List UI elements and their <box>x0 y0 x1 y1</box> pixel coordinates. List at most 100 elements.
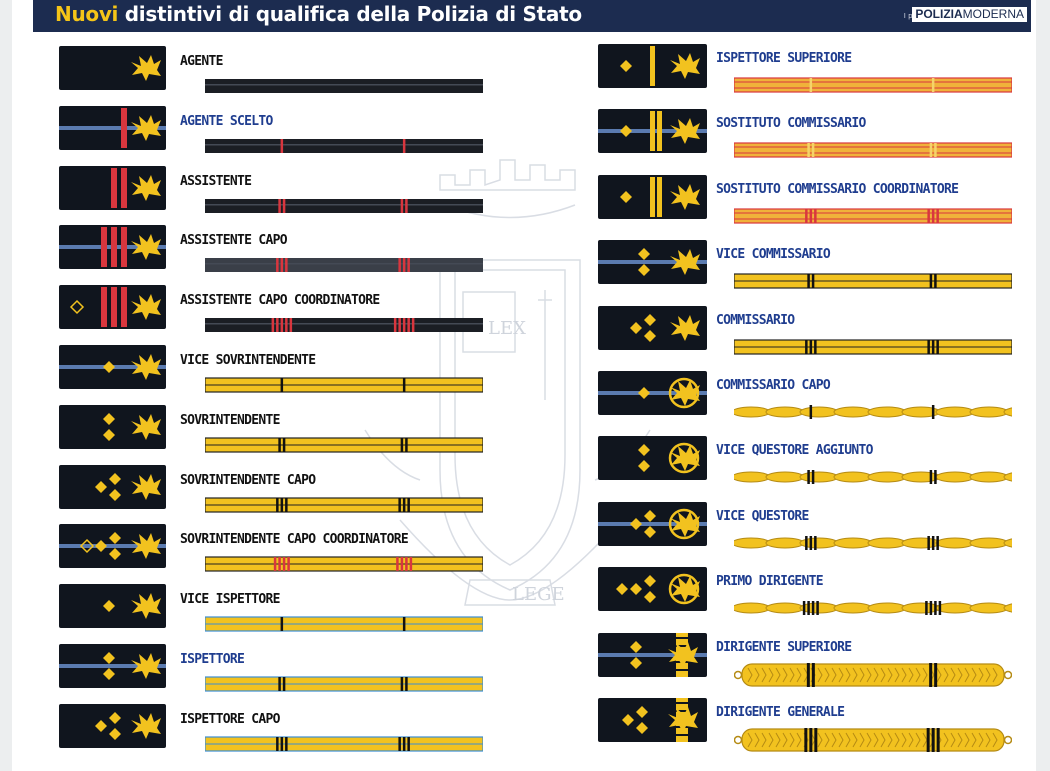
rank-bar-tick <box>285 318 288 333</box>
rank-mark-icon <box>103 600 115 613</box>
rank-label: VICE COMMISSARIO <box>716 247 831 263</box>
gold-bar <box>650 111 655 152</box>
rank-bar-black <box>205 138 483 154</box>
rank-bar-tick <box>280 138 284 153</box>
rank-bar-braid <box>734 535 1012 551</box>
rank-bar-tick <box>411 318 415 333</box>
rank-mark-icon <box>103 652 115 664</box>
rank-bar-braid <box>734 469 1012 485</box>
rank-bar-tick <box>409 557 413 572</box>
rank-mark-icon <box>109 488 121 501</box>
rank-bar-tick <box>398 736 401 751</box>
rank-label: COMMISSARIO CAPO <box>716 378 831 393</box>
rank-bar-grey <box>205 257 483 273</box>
rank-mark-icon <box>109 548 121 561</box>
rank-bar-tick <box>407 497 410 512</box>
rank-mark-icon <box>638 387 650 399</box>
rank-bar-tick <box>934 470 937 485</box>
rank-bar-tick <box>285 497 288 512</box>
eagle-emblem-icon <box>668 443 700 474</box>
rank-bar-tick <box>805 535 808 550</box>
shoulder-board-patch <box>598 305 707 350</box>
rank-label: ISPETTORE CAPO <box>180 711 280 727</box>
rank-bar-gold-blue <box>205 736 483 752</box>
rank-bar-tick <box>405 437 408 452</box>
page-title: Nuovi distintivi di qualifica della Poli… <box>55 2 582 26</box>
eagle-emblem-icon <box>668 632 698 677</box>
rank-bar-gold-blue <box>205 676 483 692</box>
rank-bar-tick <box>934 143 937 158</box>
rank-bar-tick <box>280 318 284 333</box>
rank-mark-icon <box>620 190 632 203</box>
rank-mark-icon <box>644 575 656 588</box>
rank-bar-tick <box>273 557 277 572</box>
shoulder-board-patch <box>598 174 707 219</box>
blue-edge-stripe <box>598 652 707 657</box>
red-chevron-bar <box>111 167 117 208</box>
rank-bar-cord <box>734 727 1012 753</box>
rank-bar-tick <box>811 274 815 289</box>
rank-bar-tick <box>289 318 293 333</box>
rank-bar-tick <box>282 557 286 572</box>
rank-bar-black <box>205 198 483 214</box>
rank-bar-tick <box>809 405 813 419</box>
eagle-emblem-icon <box>131 712 161 739</box>
rank-bar-gold <box>205 377 483 393</box>
rank-label: VICE QUESTORE <box>716 508 809 524</box>
rank-label: AGENTE SCELTO <box>180 113 273 129</box>
rank-bar-tick <box>402 138 406 153</box>
rank-label: COMMISSARIO <box>716 312 795 328</box>
rank-bar-tick <box>407 318 410 333</box>
rank-bar-red-gold <box>734 208 1012 224</box>
rank-bar-tick <box>927 339 930 354</box>
rank-bar-tick <box>393 318 397 333</box>
eagle-emblem-icon <box>668 698 698 742</box>
rank-mark-icon <box>103 361 115 373</box>
rank-label: ASSISTENTE CAPO COORDINATORE <box>180 293 380 309</box>
rank-mark-icon <box>638 264 650 277</box>
rank-mark-icon <box>69 300 85 315</box>
red-chevron-bar <box>121 167 127 208</box>
rank-bar-tick <box>814 728 818 752</box>
shoulder-board-patch <box>598 698 707 742</box>
rank-bar-tick <box>816 601 819 616</box>
rank-mark-icon <box>620 60 632 72</box>
rank-bar-tick <box>278 198 281 213</box>
rank-bar-tick <box>398 497 401 512</box>
rank-bar-tick <box>814 339 817 354</box>
rank-label: DIRIGENTE GENERALE <box>716 705 845 720</box>
rank-bar-tick <box>400 557 404 572</box>
magazine-logo: POLIZIAMODERNA <box>912 7 1027 22</box>
shoulder-board-patch <box>598 632 707 677</box>
rank-bar-tick <box>814 208 817 223</box>
rank-bar-tick <box>402 318 406 333</box>
rank-bar-tick <box>287 557 290 572</box>
shoulder-board-patch <box>59 285 166 330</box>
shoulder-board-patch <box>598 44 707 88</box>
rank-bar-tick <box>278 557 281 572</box>
rank-bar-tick <box>802 601 806 616</box>
rank-bar-tick <box>936 339 939 354</box>
rank-bar-tick <box>931 339 935 354</box>
rank-bar-tick <box>811 470 815 485</box>
rank-bar-tick <box>809 339 813 354</box>
eagle-emblem-icon <box>131 413 161 440</box>
rank-bar-tick <box>926 728 930 752</box>
shoulder-board-patch <box>59 345 166 389</box>
shoulder-board-patch <box>59 225 166 270</box>
rank-label: SOVRINTENDENTE CAPO COORDINATORE <box>180 532 409 548</box>
gold-bar <box>657 111 662 152</box>
rank-bar-tick <box>400 677 404 691</box>
rank-bar-tick <box>285 258 288 273</box>
rank-bar-tick <box>925 601 928 616</box>
rank-bar-tick <box>400 437 404 452</box>
rank-mark-icon <box>638 444 650 457</box>
rank-label: ISPETTORE SUPERIORE <box>716 51 852 66</box>
rank-bar-gold <box>205 437 483 453</box>
rank-mark-icon <box>79 539 95 554</box>
eagle-emblem-icon <box>131 473 161 500</box>
rank-bar-tick <box>806 662 810 687</box>
rank-mark-icon <box>630 656 642 669</box>
rank-mark-icon <box>95 540 107 553</box>
